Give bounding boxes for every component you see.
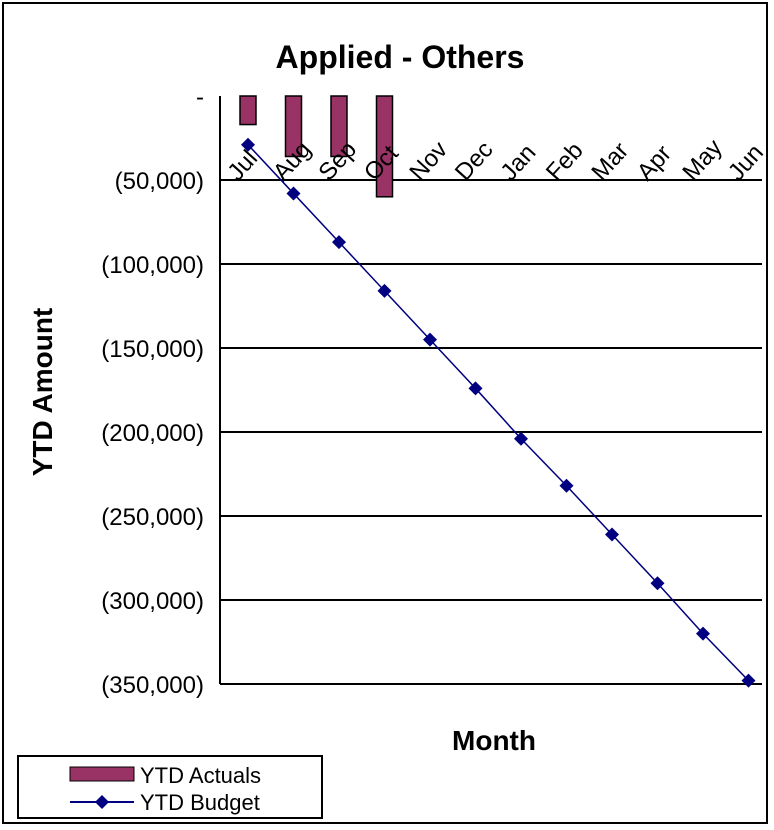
budget-point	[559, 478, 574, 493]
actuals-bars	[239, 95, 394, 198]
actuals-bar	[375, 95, 394, 198]
y-axis-title: YTD Amount	[27, 308, 58, 477]
legend: YTD Actuals YTD Budget	[17, 755, 323, 819]
budget-line	[241, 137, 756, 688]
y-tick-label: (50,000)	[115, 168, 204, 195]
x-tick-label: Dec	[450, 136, 499, 186]
y-tick-label: (150,000)	[101, 336, 204, 363]
budget-point	[514, 431, 528, 446]
x-tick-label: Jun	[723, 139, 769, 186]
legend-actuals-swatch	[69, 766, 135, 782]
x-tick-label: Nov	[404, 136, 453, 186]
x-tick-label: May	[677, 134, 727, 186]
budget-point	[377, 283, 392, 298]
y-tick-label: (250,000)	[101, 504, 204, 531]
budget-point	[605, 527, 619, 542]
x-tick-label: Feb	[541, 137, 589, 186]
y-tick-labels: - (50,000) (100,000) (150,000) (200,000) (250…	[101, 84, 204, 699]
actuals-bar	[284, 95, 303, 158]
legend-budget-marker	[95, 795, 109, 809]
budget-point	[696, 626, 710, 641]
x-tick-label: Mar	[586, 137, 634, 186]
budget-point	[741, 673, 756, 688]
budget-point	[286, 186, 301, 201]
x-tick-label: Aug	[268, 136, 317, 186]
y-tick-label: (100,000)	[101, 252, 204, 279]
budget-point	[650, 576, 665, 591]
x-tick-label: Jan	[495, 139, 541, 186]
y-tick-label: (350,000)	[101, 672, 204, 699]
y-tick-label: -	[196, 84, 204, 111]
chart-title: Applied - Others	[276, 39, 525, 75]
budget-point	[241, 137, 255, 152]
legend-budget-label: YTD Budget	[140, 790, 260, 815]
budget-point	[468, 381, 483, 396]
budget-point	[332, 235, 346, 250]
budget-point	[423, 332, 437, 347]
y-tick-label: (300,000)	[101, 588, 204, 615]
legend-actuals-label: YTD Actuals	[140, 763, 261, 788]
legend-box	[17, 755, 323, 819]
x-tick-label: Sep	[313, 136, 362, 186]
y-tick-label: (200,000)	[101, 420, 204, 447]
budget-line-path	[247, 144, 750, 682]
x-axis-title: Month	[452, 725, 536, 756]
actuals-bar	[330, 95, 348, 158]
actuals-bar	[239, 95, 257, 126]
